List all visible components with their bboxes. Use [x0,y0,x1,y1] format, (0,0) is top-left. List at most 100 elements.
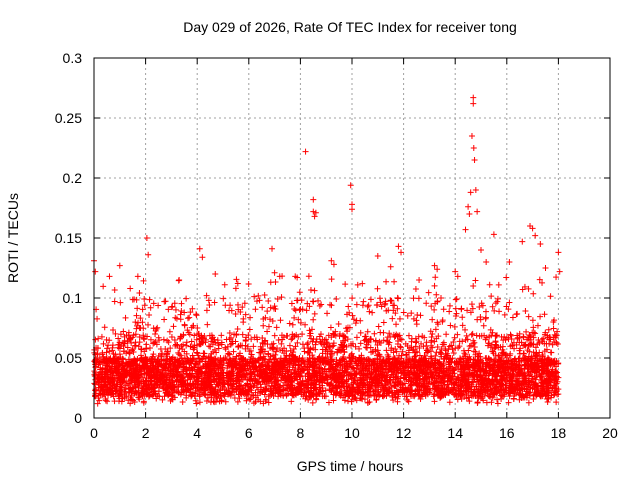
data-point [353,301,360,308]
x-tick-label: 14 [447,425,463,441]
data-point [218,332,225,339]
data-point [261,292,268,299]
data-point [516,396,523,403]
data-point [141,295,148,302]
data-point [452,305,459,312]
data-point [155,302,162,309]
data-point [357,329,364,336]
data-point [144,333,151,340]
data-point [264,308,271,315]
data-point [288,336,295,343]
data-point [474,399,481,406]
data-point [136,289,143,296]
data-point [454,331,461,338]
data-point [274,345,281,352]
data-point [536,276,543,283]
data-point [427,328,434,335]
data-point [301,345,308,352]
data-point [250,400,257,407]
data-point [267,304,274,311]
data-point [306,303,313,310]
data-point [470,348,477,355]
data-point [306,327,313,334]
data-point [364,328,371,335]
data-point [490,348,497,355]
data-point [286,320,293,327]
data-point [146,344,153,351]
data-point [207,343,214,350]
x-tick-label: 16 [499,425,515,441]
data-point [482,308,489,315]
data-point [489,394,496,401]
data-point [553,399,560,406]
data-point [495,281,502,288]
data-point [476,350,483,357]
data-point [380,319,387,326]
data-point [469,330,476,337]
data-point [332,328,339,335]
data-point [375,323,382,330]
data-point [469,305,476,312]
data-point [177,352,184,359]
data-point [470,283,477,290]
data-point [179,398,186,405]
data-points [91,94,563,407]
data-point [371,330,378,337]
data-point [306,332,313,339]
data-point [175,383,182,390]
data-point [94,315,101,322]
data-point [237,350,244,357]
data-point [255,292,262,299]
data-point [101,324,108,331]
data-point [161,298,168,305]
data-point [141,348,148,355]
data-point [231,331,238,338]
data-point [349,312,356,319]
data-point [161,393,168,400]
data-point [159,350,166,357]
data-point [463,332,470,339]
data-point [355,366,362,373]
data-point [532,376,539,383]
data-point [471,339,478,346]
x-tick-label: 12 [396,425,412,441]
data-point [235,391,242,398]
data-point [289,321,296,328]
data-point [127,394,134,401]
data-point [267,344,274,351]
data-point [183,342,190,349]
data-point [109,344,116,351]
data-point [447,322,454,329]
data-point [315,368,322,375]
data-point [139,306,146,313]
data-point [352,343,359,350]
data-point [311,310,318,317]
data-point [322,387,329,394]
data-point [233,276,240,283]
data-point [397,344,404,351]
data-point [318,340,325,347]
data-point [392,345,399,352]
x-tick-label: 20 [602,425,618,441]
data-point [256,297,263,304]
data-point [440,306,447,313]
data-point [245,280,252,287]
data-point [111,298,118,305]
data-point [273,324,280,331]
data-point [530,349,537,356]
data-point [106,348,113,355]
data-point [450,338,457,345]
data-point [239,376,246,383]
data-point [160,336,167,343]
data-point [234,398,241,405]
data-point [393,321,400,328]
data-point [390,349,397,356]
y-tick-label: 0.1 [63,290,83,306]
data-point [302,321,309,328]
data-point [405,398,412,405]
data-point [326,344,333,351]
data-point [509,314,516,321]
data-point [310,316,317,323]
data-point [94,400,101,407]
